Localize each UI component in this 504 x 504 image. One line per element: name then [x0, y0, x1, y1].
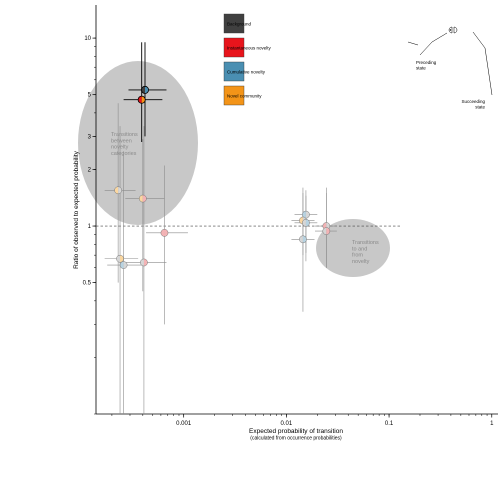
key-right-half — [453, 26, 458, 34]
key-center-dot — [449, 29, 452, 31]
point-left-half — [139, 194, 143, 203]
point-right-half — [302, 235, 307, 243]
point-outline — [160, 229, 169, 237]
point-outline — [302, 218, 310, 227]
key-succeeding-leader — [472, 31, 493, 96]
point-right-half — [326, 227, 330, 235]
point-left-half — [140, 258, 144, 267]
point-outline — [137, 95, 146, 104]
point-left-half — [322, 227, 327, 235]
axes-layer: 0.001 0.01 0.1 1 0.5 1 2 3 5 10 — [83, 5, 498, 427]
point-right-half — [118, 186, 122, 194]
point-outline — [116, 254, 124, 263]
region-to-from-novelty-label: novelty — [352, 259, 370, 265]
legend-swatch — [223, 13, 245, 34]
data-point-13 — [322, 227, 331, 235]
data-point-2 — [114, 186, 122, 195]
point-right-half — [142, 194, 147, 203]
key-preceding-label: Preceding — [416, 60, 437, 65]
point-left-half — [141, 86, 145, 94]
x-axis-subtitle: (calculated from occurrence probabilitie… — [250, 436, 342, 442]
point-left-half — [120, 261, 124, 269]
point-left-half — [160, 229, 165, 237]
y-axis-title: Ratio of observed to expected probabilit… — [73, 150, 80, 269]
y-tick-label: 1 — [88, 224, 92, 230]
point-left-half — [299, 235, 303, 243]
data-point-4 — [160, 229, 169, 237]
key-succeeding-label: state — [475, 105, 485, 110]
axis-labels-layer: Expected probability of transition(calcu… — [73, 150, 343, 441]
key-preceding-label: state — [416, 66, 426, 71]
point-outline — [322, 227, 331, 235]
region-to-from-novelty-label: from — [352, 253, 363, 259]
point-left-half — [138, 96, 142, 104]
x-tick-label: 0.01 — [281, 421, 293, 427]
point-outline — [140, 85, 149, 94]
point-right-half — [305, 211, 310, 219]
region-between-novelty-label: Transitions — [111, 132, 138, 138]
legend-label: Cumulative novelty — [227, 70, 266, 75]
point-left-half — [302, 219, 306, 227]
x-tick-label: 1 — [490, 421, 494, 427]
y-tick-label: 5 — [88, 93, 92, 99]
y-tick-label: 0.5 — [83, 281, 92, 287]
point-outline — [114, 186, 122, 195]
legend-swatch — [223, 37, 245, 58]
point-right-half — [143, 258, 148, 267]
y-tick-label: 3 — [88, 134, 92, 140]
x-axis-title: Expected probability of transition — [249, 428, 343, 435]
legend-swatch — [223, 85, 245, 106]
point-outline — [299, 235, 307, 244]
x-tick-label: 0.001 — [176, 421, 192, 427]
key-succeeding-label: Succeeding — [461, 99, 485, 104]
legend-swatch — [223, 61, 245, 82]
point-right-half — [164, 229, 169, 237]
point-right-half — [123, 261, 128, 269]
region-between-novelty — [78, 61, 198, 225]
region-to-from-novelty-label: to and — [352, 246, 367, 252]
point-left-half — [116, 255, 121, 263]
point-right-half — [120, 255, 124, 263]
point-right-half — [144, 86, 149, 94]
legend-label: Instantaneous novelty — [227, 46, 272, 51]
regions-layer: TransitionsbetweennoveltycategoriesTrans… — [78, 61, 390, 277]
region-to-from-novelty-label: Transitions — [352, 240, 379, 246]
legend-label: Background — [227, 22, 252, 27]
point-left-half — [302, 211, 306, 219]
data-point-11 — [299, 235, 307, 244]
legend: Background Instantaneous novelty Cumulativ… — [223, 13, 272, 106]
region-to-from-novelty — [316, 219, 390, 277]
data-point-0 — [140, 85, 149, 94]
legend-label: Novel community — [227, 94, 262, 99]
y-tick-label: 2 — [88, 167, 92, 173]
data-point-7 — [140, 258, 148, 267]
data-point-1 — [137, 95, 146, 104]
x-tick-label: 0.1 — [385, 421, 394, 427]
point-outline — [119, 261, 128, 269]
point-left-half — [299, 216, 303, 225]
data-point-8 — [302, 210, 310, 219]
point-outline — [140, 258, 148, 267]
point-left-half — [114, 186, 119, 194]
key-preceding-tick — [407, 41, 419, 46]
point-right-half — [141, 96, 146, 104]
region-between-novelty-label: between — [111, 138, 132, 144]
data-point-3 — [138, 194, 147, 203]
data-point-6 — [119, 261, 128, 269]
point-right-half — [305, 219, 310, 227]
data-point-10 — [302, 218, 310, 227]
point-outline — [138, 194, 147, 203]
key-preceding-leader — [419, 32, 448, 56]
points-layer — [114, 85, 331, 269]
y-tick-label: 10 — [84, 36, 91, 42]
data-point-5 — [116, 254, 124, 263]
